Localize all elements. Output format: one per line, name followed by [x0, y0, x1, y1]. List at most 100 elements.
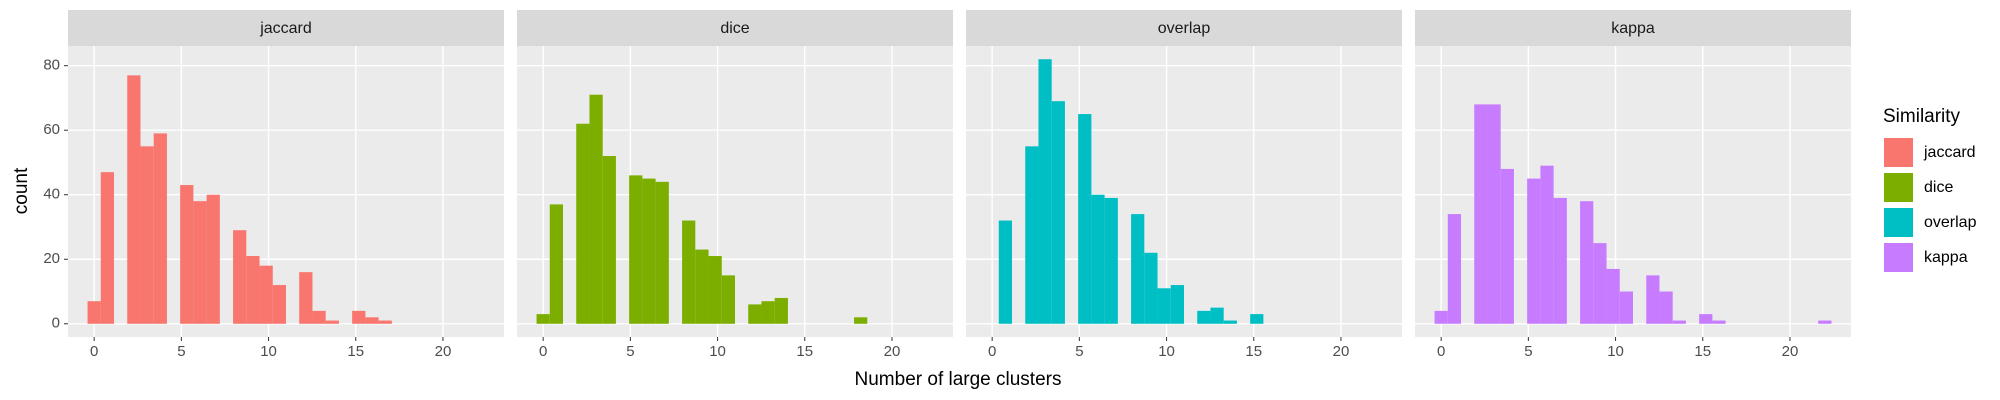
histogram-bar [1527, 178, 1541, 324]
histogram-bar [180, 185, 194, 324]
histogram-bar [549, 204, 564, 324]
x-tick-label: 15 [347, 343, 364, 360]
histogram-bar [100, 172, 115, 324]
histogram-bar [629, 175, 643, 324]
x-tick-label: 15 [1245, 343, 1262, 360]
histogram-bar [1580, 201, 1594, 324]
y-tick-label: 60 [43, 121, 60, 138]
x-tick-label: 15 [1694, 343, 1711, 360]
histogram-bar [589, 94, 603, 324]
histogram-bar [1104, 197, 1118, 324]
x-tick-label: 20 [435, 343, 452, 360]
histogram-bar [272, 285, 286, 324]
histogram-bar [1091, 194, 1105, 324]
strip [1415, 10, 1851, 46]
histogram-bar [1699, 314, 1713, 324]
legend-key [1884, 243, 1913, 272]
x-tick-label: 20 [884, 343, 901, 360]
histogram-bar [774, 297, 788, 324]
histogram-bar [365, 317, 379, 324]
histogram-bar [1500, 168, 1514, 324]
strip-text: dice [720, 20, 749, 37]
legend-label: dice [1924, 179, 1953, 196]
legend-key [1884, 138, 1913, 167]
x-tick-label: 0 [539, 343, 547, 360]
x-tick-label: 20 [1782, 343, 1799, 360]
histogram-bar [1593, 243, 1607, 324]
histogram-bar [1144, 252, 1158, 324]
histogram-bar [1131, 214, 1145, 324]
histogram-bar [1474, 104, 1488, 324]
x-tick-label: 10 [709, 343, 726, 360]
histogram-bar [1157, 288, 1171, 324]
x-tick-label: 10 [260, 343, 277, 360]
y-axis-title: count [11, 167, 32, 214]
legend-key [1884, 173, 1913, 202]
histogram-bar [312, 310, 326, 324]
x-tick-label: 20 [1333, 343, 1350, 360]
histogram-bar [761, 301, 775, 324]
histogram-bar [1038, 59, 1052, 324]
y-tick-label: 0 [52, 315, 60, 332]
histogram-bar [721, 275, 735, 324]
histogram-bar [140, 146, 154, 324]
histogram-bar [193, 201, 207, 324]
x-tick-label: 10 [1158, 343, 1175, 360]
histogram-bar [1553, 197, 1567, 324]
y-tick-label: 80 [43, 57, 60, 74]
histogram-bar [206, 194, 220, 324]
x-tick-label: 5 [1524, 343, 1532, 360]
histogram-bar [536, 314, 550, 324]
legend-key [1884, 208, 1913, 237]
histogram-bar [748, 304, 762, 324]
x-tick-label: 10 [1607, 343, 1624, 360]
x-axis-title: Number of large clusters [855, 369, 1062, 390]
histogram-bar [259, 265, 273, 324]
x-tick-label: 15 [796, 343, 813, 360]
histogram-bar [576, 123, 590, 324]
histogram-bar [695, 249, 709, 324]
histogram-bar [1051, 101, 1065, 324]
histogram-bar [1078, 114, 1092, 324]
histogram-bar [1250, 314, 1264, 324]
x-tick-label: 5 [1075, 343, 1083, 360]
histogram-bar [1210, 307, 1224, 324]
histogram-bar [854, 317, 868, 324]
histogram-bar [1619, 291, 1633, 324]
legend-title: Similarity [1883, 106, 1961, 127]
histogram-bar [325, 320, 339, 324]
histogram-bar [642, 178, 656, 324]
histogram-bar [1540, 165, 1554, 324]
histogram-bar [299, 272, 313, 324]
x-tick-label: 0 [1437, 343, 1445, 360]
histogram-bar [1197, 310, 1211, 324]
histogram-bar [1223, 320, 1237, 324]
histogram-bar [708, 256, 722, 324]
histogram-bar [1818, 320, 1832, 324]
legend-label: overlap [1924, 214, 1977, 231]
histogram-bar [1487, 104, 1501, 324]
histogram-bar [87, 301, 101, 324]
histogram-bar [246, 256, 260, 324]
histogram-bar [1170, 285, 1184, 324]
y-tick-label: 20 [43, 250, 60, 267]
strip [966, 10, 1402, 46]
legend-label: kappa [1924, 249, 1968, 266]
strip [517, 10, 953, 46]
histogram-bar [1646, 275, 1660, 324]
y-tick-label: 40 [43, 186, 60, 203]
strip [68, 10, 504, 46]
histogram-bar [1659, 291, 1673, 324]
strip-text: kappa [1611, 20, 1655, 37]
strip-text: overlap [1158, 20, 1211, 37]
x-tick-label: 0 [90, 343, 98, 360]
histogram-bar [153, 133, 167, 324]
histogram-bar [352, 310, 366, 324]
histogram-bar [1447, 214, 1462, 324]
histogram-bar [233, 230, 247, 324]
histogram-bar [1434, 310, 1448, 324]
histogram-bar [998, 220, 1013, 324]
histogram-bar [1025, 146, 1039, 324]
